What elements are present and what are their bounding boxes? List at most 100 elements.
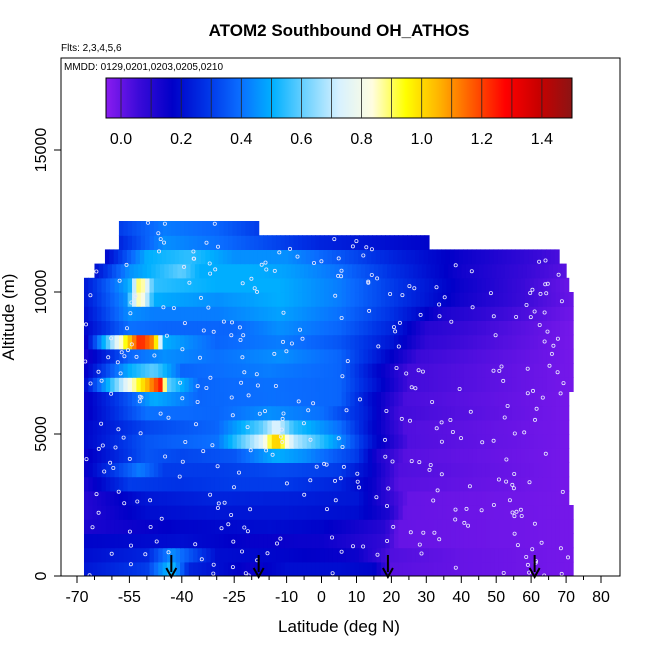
- heatmap-cell: [127, 221, 133, 236]
- heatmap-cell: [175, 306, 181, 321]
- heatmap-cell: [507, 377, 513, 392]
- heatmap-cell: [459, 405, 465, 421]
- heatmap-cell: [292, 249, 298, 265]
- heatmap-cell: [127, 419, 133, 435]
- heatmap-cell: [206, 561, 212, 576]
- observation-point: [537, 259, 542, 264]
- heatmap-cell: [271, 434, 277, 449]
- heatmap-cell: [415, 448, 421, 463]
- heatmap-cell: [559, 505, 565, 520]
- heatmap-cell: [533, 505, 539, 520]
- heatmap-cell: [140, 306, 146, 321]
- heatmap-cell: [162, 448, 168, 463]
- heatmap-cell: [315, 277, 321, 293]
- heatmap-cell: [162, 561, 168, 576]
- heatmap-cell: [92, 533, 98, 549]
- observation-point: [115, 360, 120, 365]
- heatmap-cell: [132, 334, 137, 350]
- heatmap-cell: [524, 249, 530, 265]
- heatmap-cell: [149, 405, 155, 421]
- heatmap-cell: [516, 377, 522, 392]
- heatmap-cell: [158, 448, 164, 463]
- heatmap-cell: [184, 490, 190, 506]
- observation-point: [300, 336, 305, 341]
- observation-point: [357, 397, 362, 402]
- heatmap-cell: [359, 490, 365, 506]
- heatmap-cell: [402, 462, 408, 478]
- heatmap-cell: [446, 519, 452, 534]
- observation-point: [518, 507, 523, 512]
- heatmap-cell: [306, 405, 312, 421]
- heatmap-cell: [263, 348, 268, 364]
- observation-point: [119, 350, 124, 355]
- heatmap-cell: [105, 448, 111, 463]
- observation-point: [375, 552, 380, 557]
- heatmap-cell: [546, 505, 552, 520]
- heatmap-cell: [201, 377, 207, 392]
- observation-point: [450, 429, 455, 434]
- heatmap-cell: [123, 547, 129, 563]
- observation-point: [512, 531, 517, 536]
- heatmap-cell: [319, 320, 325, 336]
- observation-point: [240, 355, 245, 360]
- observation-point: [519, 514, 524, 519]
- heatmap-cell: [533, 292, 539, 307]
- heatmap-cell: [180, 505, 186, 520]
- heatmap-cell: [288, 249, 294, 265]
- heatmap-cell: [210, 448, 216, 463]
- heatmap-cell: [114, 448, 120, 463]
- heatmap-cell: [354, 519, 360, 534]
- heatmap-cell: [145, 348, 151, 364]
- heatmap-cell: [332, 462, 338, 478]
- y-tick-label: 0: [33, 571, 50, 580]
- observation-point: [437, 302, 442, 307]
- heatmap-cell: [398, 505, 404, 520]
- heatmap-cell: [382, 263, 388, 279]
- heatmap-cell: [564, 505, 570, 520]
- heatmap-cell: [332, 505, 338, 520]
- heatmap-cell: [101, 419, 107, 435]
- flights-note: Flts: 2,3,4,5,6: [61, 43, 122, 54]
- heatmap-cell: [114, 320, 120, 336]
- heatmap-cell: [197, 405, 203, 421]
- heatmap-cell: [153, 391, 159, 407]
- observation-point: [558, 391, 563, 396]
- heatmap-cell: [472, 348, 478, 364]
- heatmap-cell: [188, 292, 194, 307]
- heatmap-cell: [504, 263, 510, 279]
- observation-point: [106, 355, 111, 360]
- heatmap-cell: [263, 462, 268, 478]
- heatmap-cell: [289, 547, 295, 563]
- heatmap-cell: [175, 320, 181, 336]
- observation-point: [319, 259, 324, 264]
- heatmap-cell: [162, 547, 168, 563]
- heatmap-cell: [402, 292, 408, 307]
- heatmap-cell: [398, 292, 404, 307]
- heatmap-cell: [542, 292, 548, 307]
- observation-point: [467, 484, 472, 489]
- heatmap-cell: [542, 348, 548, 364]
- heatmap-cell: [263, 434, 268, 449]
- heatmap-cell: [184, 306, 190, 321]
- heatmap-cell: [328, 448, 334, 463]
- heatmap-cell: [104, 249, 110, 265]
- heatmap-cell: [442, 462, 448, 478]
- heatmap-cell: [153, 405, 159, 421]
- heatmap-cell: [428, 348, 434, 364]
- heatmap-cell: [175, 476, 181, 492]
- heatmap-cell: [180, 221, 186, 236]
- heatmap-cell: [463, 391, 469, 407]
- observation-point: [193, 542, 198, 547]
- heatmap-cell: [376, 320, 382, 336]
- heatmap-cell: [223, 306, 229, 321]
- heatmap-cell: [110, 434, 116, 449]
- x-tick-label: -10: [275, 589, 298, 606]
- heatmap-cell: [555, 547, 561, 563]
- heatmap-cell: [372, 391, 378, 407]
- heatmap-cell: [433, 533, 439, 549]
- heatmap-cell: [127, 348, 133, 364]
- observation-point: [287, 246, 292, 251]
- observation-point: [108, 460, 113, 465]
- heatmap-cell: [304, 263, 310, 279]
- heatmap-cell: [489, 249, 495, 265]
